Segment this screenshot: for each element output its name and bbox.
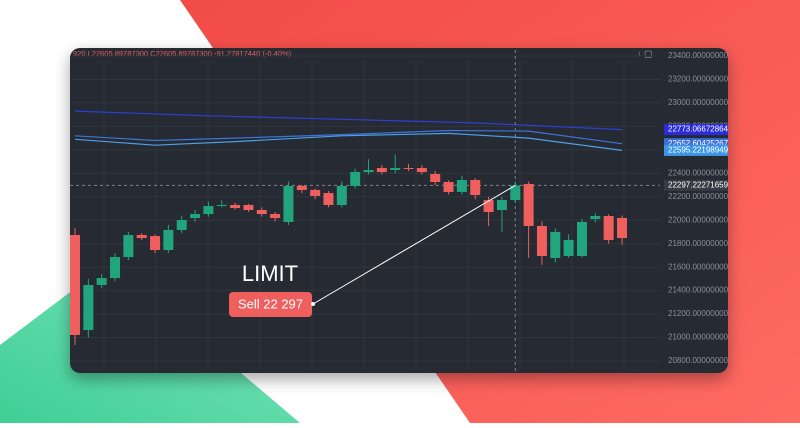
candle-body [150, 236, 161, 251]
indicator-line [74, 132, 623, 151]
order-connector [312, 184, 516, 305]
candle-body [523, 183, 534, 226]
candle-body [203, 206, 214, 215]
order-dot [311, 302, 315, 306]
candle-body [136, 235, 147, 239]
indicator-line [74, 129, 623, 145]
candle-body [563, 239, 574, 257]
indicator-line [74, 110, 623, 131]
candle-body [336, 185, 347, 205]
candle-body [350, 172, 361, 186]
y-tick-label: 22000.00000000 [668, 215, 729, 224]
y-tick-label: 22200.00000000 [668, 192, 729, 201]
candle-body [110, 257, 121, 279]
candle-body [296, 185, 307, 190]
price-label-box [664, 144, 728, 156]
candle-body [96, 278, 107, 285]
y-tick-label: 21800.00000000 [668, 239, 729, 248]
candle-body [456, 179, 467, 192]
candle-body [323, 193, 334, 205]
candle-body [590, 216, 601, 220]
y-tick-label: 23400.00000000 [668, 51, 729, 60]
candle-body [363, 170, 374, 173]
candle-body [216, 204, 227, 207]
y-tick-label: 21200.00000000 [668, 309, 729, 318]
candle-body [510, 185, 521, 201]
price-label-box [664, 179, 728, 191]
candle-body [376, 168, 387, 173]
candle-body [230, 204, 241, 209]
candle-body [483, 200, 494, 213]
candle-body [416, 168, 427, 173]
candle-body [443, 181, 454, 192]
price-label: 22595.22198949 [668, 146, 729, 155]
candle-body [270, 214, 281, 219]
candle-body [83, 284, 94, 331]
candle-body [496, 200, 507, 211]
candle-body [617, 218, 627, 239]
candle-body [243, 204, 254, 211]
candle-body [310, 189, 321, 196]
y-tick-label: 23200.00000000 [668, 75, 729, 84]
y-tick-label: 22400.00000000 [668, 168, 729, 177]
toolbar-icon: ↓ ▢ [637, 48, 653, 58]
y-tick-label: 21000.00000000 [668, 333, 729, 342]
price-label: 22297.22271659 [668, 180, 729, 189]
y-tick-label: 21400.00000000 [668, 286, 729, 295]
candle-body [256, 210, 267, 215]
candle-body [123, 235, 134, 258]
candle-body [176, 219, 187, 230]
price-label: 22652.60425267 [668, 139, 729, 148]
order-box[interactable] [229, 292, 312, 317]
candle-body [70, 235, 80, 335]
chart-card [70, 48, 728, 373]
y-tick-label: 23000.00000000 [668, 98, 729, 107]
candle-body [536, 225, 547, 257]
candle-body [576, 221, 587, 257]
candle-body [403, 168, 414, 170]
order-label[interactable]: Sell 22 297 [238, 296, 303, 311]
annotation: LIMIT [242, 261, 298, 286]
y-tick-label: 20800.00000000 [668, 356, 729, 365]
candle-body [470, 179, 481, 196]
price-label: 22773.06672864 [668, 125, 729, 134]
candle-body [390, 168, 401, 171]
candle-body [430, 174, 441, 182]
candle-body [283, 185, 294, 222]
price-label-box [664, 124, 728, 136]
candle-body [603, 216, 614, 240]
candle-body [190, 214, 201, 219]
y-tick-label: 21600.00000000 [668, 262, 729, 271]
candle-body [550, 231, 561, 259]
candle-body [163, 229, 174, 251]
price-label-box [664, 138, 728, 150]
ohlc-legend: 920 L22605.89787300 C22605.89787300 -91.… [73, 49, 292, 58]
